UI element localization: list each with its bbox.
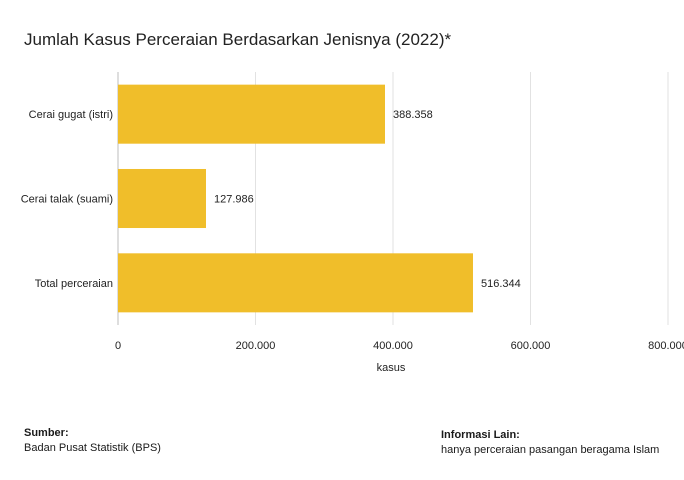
data-label: 388.358 [393, 109, 433, 121]
x-tick-label: 200.000 [236, 340, 276, 352]
x-tick-label: 800.000 [648, 340, 684, 352]
bar [118, 84, 385, 144]
info-block: Informasi Lain: hanya perceraian pasanga… [441, 428, 659, 458]
source-heading: Sumber: [24, 427, 69, 439]
x-axis-title: kasus [377, 362, 406, 374]
data-label: 516.344 [481, 278, 521, 290]
bar [118, 253, 473, 313]
category-label: Total perceraian [35, 278, 113, 290]
x-tick-label: 400.000 [373, 340, 413, 352]
info-heading: Informasi Lain: [441, 429, 520, 441]
bar [118, 168, 206, 229]
x-tick-label: 0 [115, 340, 121, 352]
category-label: Cerai talak (suami) [21, 194, 113, 206]
source-text: Badan Pusat Statistik (BPS) [24, 442, 161, 454]
data-label: 127.986 [214, 194, 254, 206]
chart-title: Jumlah Kasus Perceraian Berdasarkan Jeni… [24, 30, 452, 49]
category-label: Cerai gugat (istri) [29, 109, 113, 121]
x-tick-label: 600.000 [511, 340, 551, 352]
source-block: Sumber: Badan Pusat Statistik (BPS) [24, 426, 161, 456]
info-text: hanya perceraian pasangan beragama Islam [441, 444, 660, 456]
